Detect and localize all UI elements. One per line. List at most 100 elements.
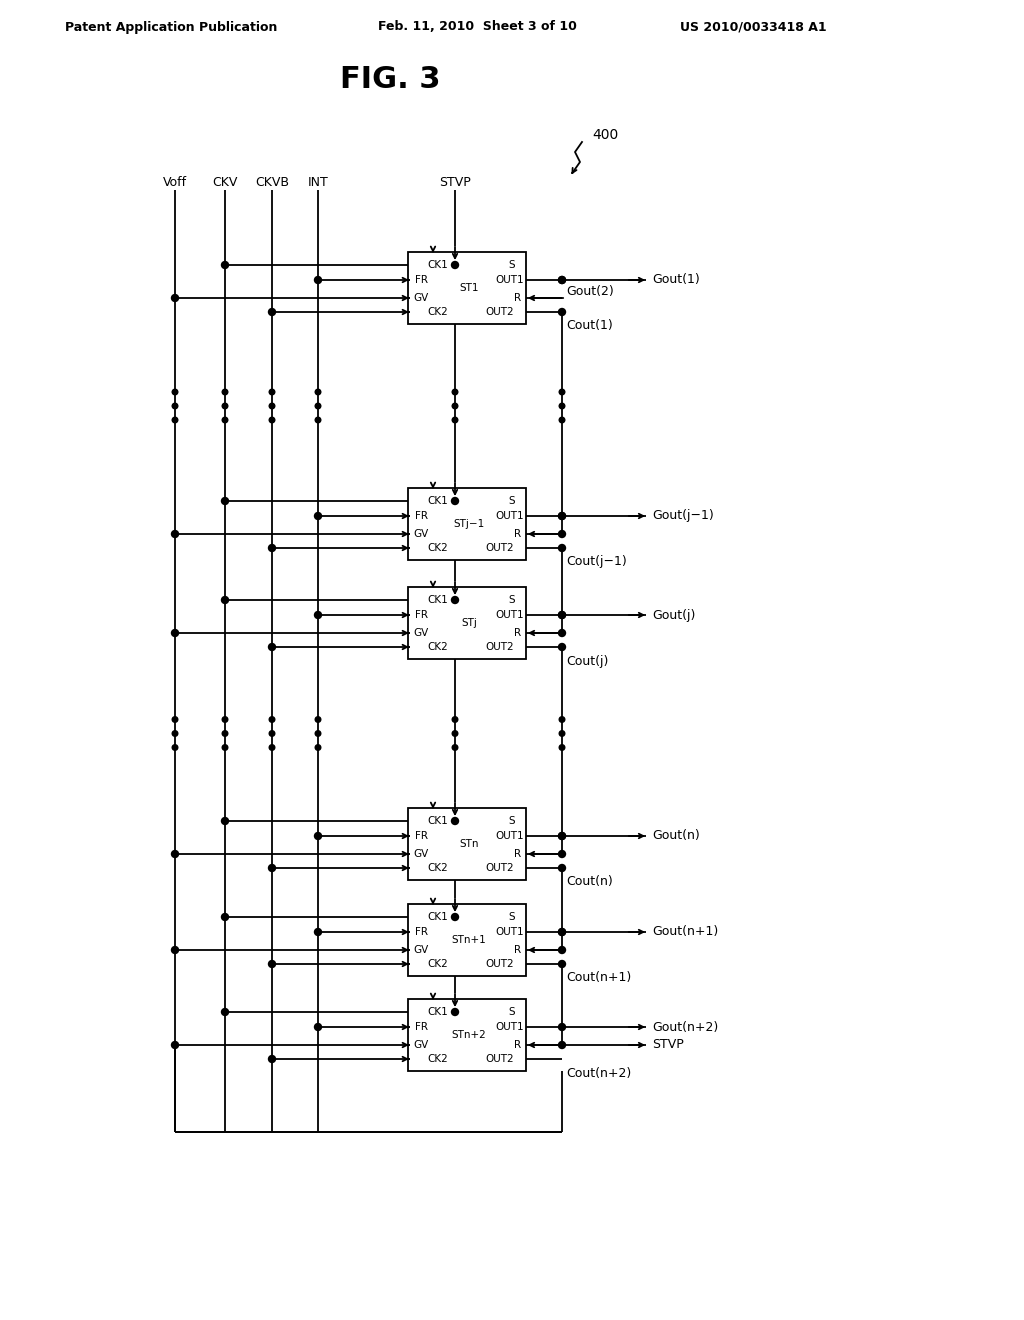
Text: OUT1: OUT1 [496, 1022, 524, 1032]
Text: STj: STj [461, 618, 477, 628]
Text: R: R [514, 628, 521, 638]
Circle shape [315, 389, 321, 395]
Text: FIG. 3: FIG. 3 [340, 66, 440, 95]
Bar [408, 252, 526, 323]
Circle shape [222, 731, 227, 737]
Circle shape [315, 744, 321, 750]
Text: S: S [509, 496, 515, 506]
Circle shape [268, 961, 275, 968]
Text: FR: FR [415, 511, 427, 521]
Circle shape [452, 817, 459, 825]
Text: OUT1: OUT1 [496, 610, 524, 620]
Circle shape [558, 611, 565, 619]
Circle shape [221, 597, 228, 603]
Text: R: R [514, 945, 521, 954]
Circle shape [558, 946, 565, 953]
Text: CK1: CK1 [428, 595, 449, 605]
Text: R: R [514, 529, 521, 539]
Circle shape [172, 717, 178, 722]
Text: Cout(j): Cout(j) [566, 655, 608, 668]
Text: CK2: CK2 [428, 543, 449, 553]
Text: Cout(n+2): Cout(n+2) [566, 1067, 631, 1080]
Text: OUT2: OUT2 [485, 543, 514, 553]
Text: CK2: CK2 [428, 308, 449, 317]
Text: CK2: CK2 [428, 1053, 449, 1064]
Circle shape [453, 389, 458, 395]
Text: STn+2: STn+2 [452, 1030, 486, 1040]
Circle shape [558, 833, 565, 840]
Text: S: S [509, 260, 515, 271]
Circle shape [171, 531, 178, 537]
Bar [408, 999, 526, 1071]
Circle shape [559, 731, 565, 737]
Text: CK1: CK1 [428, 912, 449, 921]
Text: OUT2: OUT2 [485, 863, 514, 873]
Text: CKVB: CKVB [255, 176, 289, 189]
Text: FR: FR [415, 610, 427, 620]
Text: Cout(1): Cout(1) [566, 319, 612, 333]
Text: S: S [509, 595, 515, 605]
Circle shape [558, 928, 565, 936]
Text: S: S [509, 1007, 515, 1016]
Circle shape [558, 1041, 565, 1048]
Circle shape [558, 512, 565, 520]
Circle shape [452, 1008, 459, 1015]
Text: R: R [514, 849, 521, 859]
Text: S: S [509, 912, 515, 921]
Circle shape [222, 417, 227, 422]
Circle shape [221, 1008, 228, 1015]
Text: INT: INT [307, 176, 329, 189]
Text: GV: GV [414, 849, 429, 859]
Circle shape [268, 865, 275, 871]
Text: FR: FR [415, 832, 427, 841]
Circle shape [315, 417, 321, 422]
Text: CK2: CK2 [428, 863, 449, 873]
Circle shape [172, 389, 178, 395]
Circle shape [171, 294, 178, 301]
Text: GV: GV [414, 529, 429, 539]
Circle shape [269, 744, 274, 750]
Text: Gout(n): Gout(n) [652, 829, 699, 842]
Text: STVP: STVP [439, 176, 471, 189]
Text: CK1: CK1 [428, 496, 449, 506]
Circle shape [269, 417, 274, 422]
Text: CK1: CK1 [428, 260, 449, 271]
Circle shape [558, 630, 565, 636]
Circle shape [222, 717, 227, 722]
Circle shape [314, 276, 322, 284]
Text: OUT2: OUT2 [485, 960, 514, 969]
Bar [408, 808, 526, 880]
Circle shape [558, 531, 565, 537]
Circle shape [453, 744, 458, 750]
Text: GV: GV [414, 1040, 429, 1049]
Circle shape [314, 833, 322, 840]
Text: CK2: CK2 [428, 960, 449, 969]
Circle shape [558, 1023, 565, 1031]
Text: US 2010/0033418 A1: US 2010/0033418 A1 [680, 21, 826, 33]
Circle shape [558, 644, 565, 651]
Circle shape [171, 946, 178, 953]
Circle shape [452, 597, 459, 603]
Text: GV: GV [414, 945, 429, 954]
Circle shape [559, 717, 565, 722]
Text: GV: GV [414, 628, 429, 638]
Circle shape [558, 961, 565, 968]
Circle shape [314, 928, 322, 936]
Circle shape [222, 403, 227, 409]
Text: S: S [509, 816, 515, 826]
Text: CK1: CK1 [428, 1007, 449, 1016]
Text: Voff: Voff [163, 176, 187, 189]
Circle shape [315, 717, 321, 722]
Circle shape [558, 276, 565, 284]
Circle shape [452, 913, 459, 920]
Circle shape [221, 261, 228, 268]
Text: OUT2: OUT2 [485, 308, 514, 317]
Text: Cout(n): Cout(n) [566, 875, 612, 888]
Circle shape [172, 731, 178, 737]
Circle shape [559, 389, 565, 395]
Circle shape [452, 498, 459, 504]
Circle shape [558, 850, 565, 858]
Circle shape [269, 717, 274, 722]
Circle shape [222, 744, 227, 750]
Circle shape [558, 512, 565, 520]
